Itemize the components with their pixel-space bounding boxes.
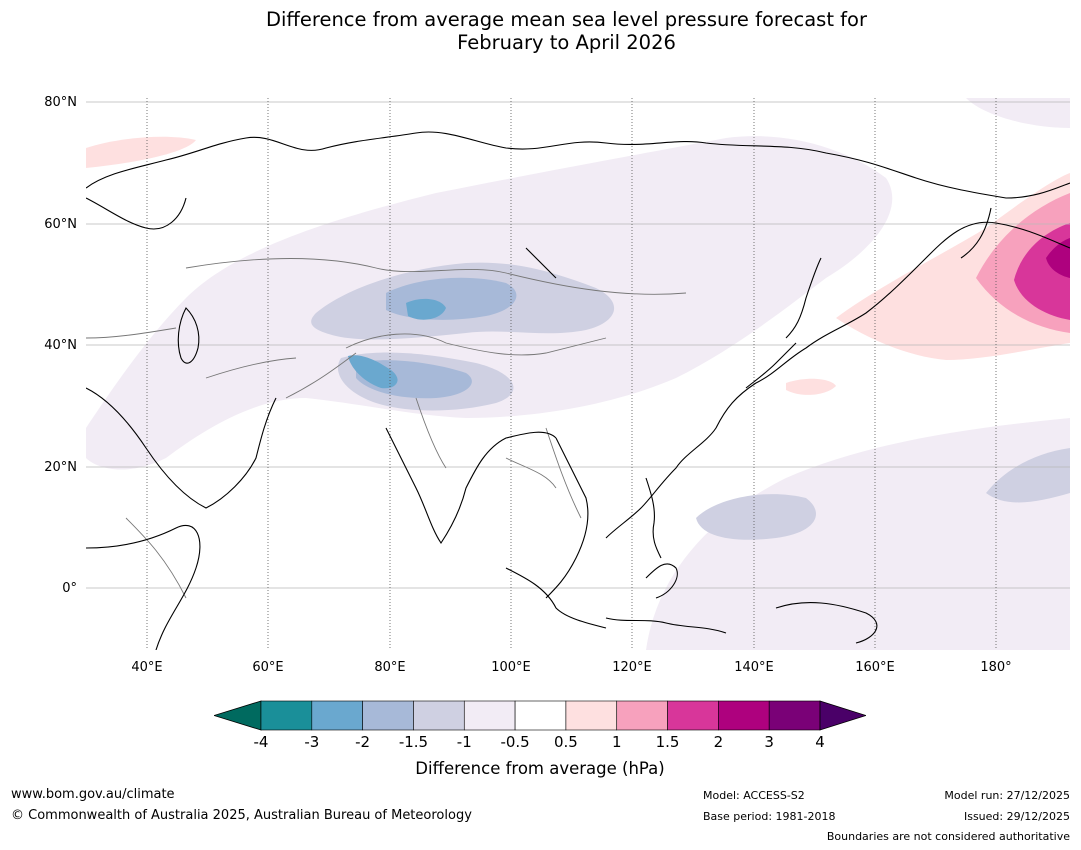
- chart-title: Difference from average mean sea level p…: [0, 8, 1081, 54]
- anomaly-weak-negative-northeast: [966, 98, 1070, 128]
- footer-disclaimer: Boundaries are not considered authoritat…: [826, 830, 1070, 843]
- lon-label-120e: 120°E: [612, 660, 652, 675]
- footer-model: Model: ACCESS-S2: [703, 789, 805, 802]
- lon-label-100e: 100°E: [491, 660, 531, 675]
- anomaly-weak-positive-arctic: [86, 136, 196, 168]
- country-boundaries: [86, 258, 687, 599]
- colorbar-tick-label: 1.5: [655, 733, 680, 751]
- lon-label-40e: 40°E: [131, 660, 163, 675]
- colorbar-cell: [667, 700, 719, 731]
- anomaly-moderate-negative-pacific-1: [696, 494, 816, 540]
- colorbar-under-arrow: [214, 700, 262, 731]
- colorbar-cell: [616, 700, 668, 731]
- colorbar-tick-label: -3: [304, 733, 320, 751]
- title-line-1: Difference from average mean sea level p…: [266, 8, 867, 31]
- colorbar-cells: [260, 700, 821, 731]
- anomaly-negative-core-2: [348, 355, 398, 389]
- colorbar-tick-label: -4: [253, 733, 269, 751]
- anomaly-weak-positive-spot: [786, 378, 836, 395]
- colorbar-tick-label: -1.5: [398, 733, 429, 751]
- lon-label-80e: 80°E: [374, 660, 406, 675]
- lat-label-20n: 20°N: [44, 460, 77, 475]
- lat-label-40n: 40°N: [44, 338, 77, 353]
- footer-copyright: © Commonwealth of Australia 2025, Austra…: [11, 808, 472, 823]
- colorbar-cell: [463, 700, 516, 731]
- lat-label-0: 0°: [62, 581, 77, 596]
- anomaly-weak-negative-pacific: [646, 418, 1070, 650]
- colorbar-label: Difference from average (hPa): [415, 759, 665, 778]
- colorbar-tick-label: 0.5: [553, 733, 578, 751]
- colorbar-tick-label: 4: [815, 733, 825, 751]
- longitude-gridlines: [146, 98, 997, 650]
- map-canvas: [86, 98, 1070, 650]
- colorbar-cell: [718, 700, 770, 731]
- colorbar-cell: [311, 700, 363, 731]
- lon-label-60e: 60°E: [252, 660, 284, 675]
- map-panel[interactable]: [86, 98, 1070, 650]
- colorbar-tick-label: -1: [456, 733, 472, 751]
- anomaly-weak-positive-pacific: [836, 173, 1070, 360]
- lon-label-160e: 160°E: [855, 660, 895, 675]
- anomaly-very-strong-positive-pacific: [1046, 238, 1070, 278]
- title-line-2: February to April 2026: [457, 31, 676, 54]
- lon-label-180: 180°: [980, 660, 1012, 675]
- footer-url[interactable]: www.bom.gov.au/climate: [11, 787, 175, 802]
- colorbar-cell: [260, 700, 313, 731]
- colorbar-tick-label: -0.5: [500, 733, 530, 751]
- anomaly-moderate-negative-pacific-2: [986, 448, 1070, 503]
- colorbar-tick-label: 1: [611, 733, 622, 751]
- footer-model-run: Model run: 27/12/2025: [944, 789, 1070, 802]
- colorbar-cell: [768, 700, 821, 731]
- footer-base-period: Base period: 1981-2018: [703, 810, 836, 823]
- colorbar-cell: [362, 700, 414, 731]
- colorbar-cell: [413, 700, 465, 731]
- colorbar-cell: [514, 700, 567, 731]
- colorbar-tick-label: -2: [355, 733, 371, 751]
- colorbar-over-arrow: [819, 700, 866, 731]
- colorbar: [214, 700, 866, 731]
- colorbar-tick-label: 3: [764, 733, 774, 751]
- colorbar-tick-label: 2: [713, 733, 724, 751]
- lon-label-140e: 140°E: [734, 660, 774, 675]
- lat-label-60n: 60°N: [44, 217, 77, 232]
- coastlines: [86, 131, 1070, 650]
- anomaly-negative-core-1: [406, 298, 446, 320]
- footer-issued: Issued: 29/12/2025: [963, 810, 1070, 823]
- colorbar-cell: [565, 700, 618, 731]
- lat-label-80n: 80°N: [44, 95, 77, 110]
